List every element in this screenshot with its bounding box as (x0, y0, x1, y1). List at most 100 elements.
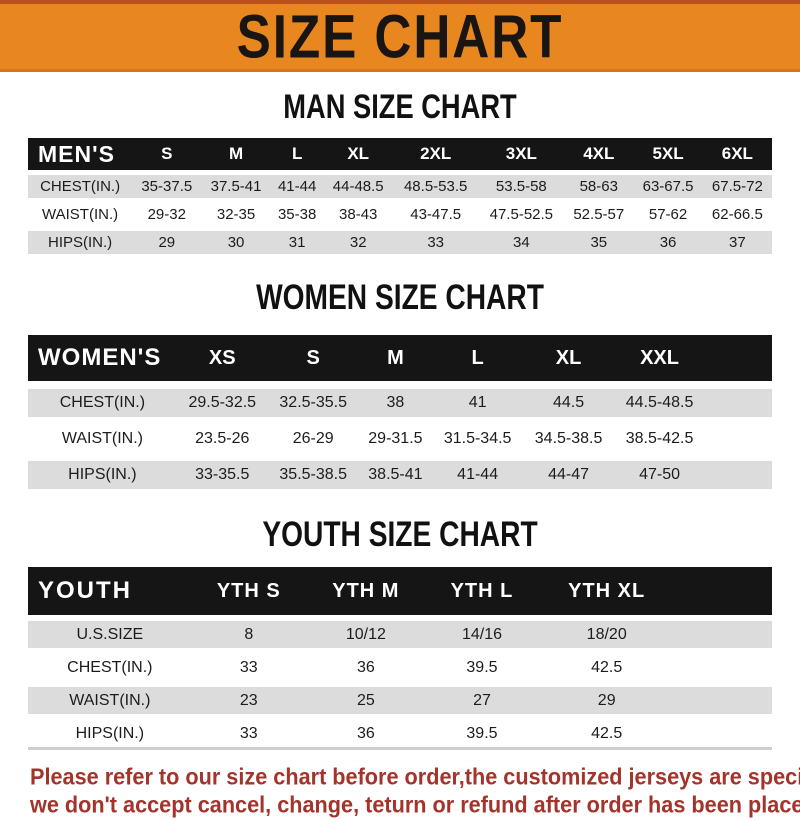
youth-cell-1-3: 42.5 (538, 648, 676, 684)
women-cell-1-1: 26-29 (267, 417, 359, 457)
women-column-header-4: XL (523, 335, 615, 385)
women-cell-2-1: 35.5-38.5 (267, 453, 359, 489)
women-cell-2-5: 47-50 (614, 453, 706, 489)
men-cell-0-4: 48.5-53.5 (392, 170, 479, 201)
youth-size-table: YOUTH YTH S YTH M YTH L YTH XL U.S.SIZE 8 10/1… (28, 567, 772, 750)
men-column-header-8: 6XL (702, 138, 772, 173)
men-row-label-0: CHEST(IN.) (28, 170, 133, 201)
men-table-row: WAIST(IN.) 29-32 32-35 35-38 38-43 43-47.5 47.… (28, 198, 772, 229)
youth-cell-2-0: 23 (191, 681, 306, 717)
order-notice: Please refer to our size chart before or… (0, 750, 800, 819)
women-cell-1-0: 23.5-26 (176, 417, 268, 457)
youth-cell-3-0: 33 (191, 714, 306, 749)
women-column-header-1: S (267, 335, 359, 385)
men-column-header-3: XL (323, 138, 393, 173)
youth-row-label-2: WAIST(IN.) (28, 681, 192, 717)
men-cell-0-6: 58-63 (564, 170, 634, 201)
size-chart-banner: SIZE CHART (0, 0, 800, 72)
men-row-label-1: WAIST(IN.) (28, 198, 133, 229)
youth-cell-2-3: 29 (538, 681, 676, 717)
men-cell-1-6: 52.5-57 (564, 198, 634, 229)
youth-cell-2-1: 25 (305, 681, 426, 717)
women-section-title: WOMEN SIZE CHART (256, 277, 544, 317)
women-column-header-2: M (358, 335, 433, 385)
youth-column-header-2: YTH L (425, 567, 539, 618)
youth-cell-1-1: 36 (305, 648, 426, 684)
women-cell-0-5: 44.5-48.5 (614, 381, 706, 421)
women-cell-0-3: 41 (432, 381, 524, 421)
men-row-label-2: HIPS(IN.) (28, 226, 133, 254)
men-cell-2-4: 33 (392, 226, 479, 254)
women-column-header-0: XS (176, 335, 268, 385)
women-row-label-1: WAIST(IN.) (28, 417, 177, 457)
youth-table-row: HIPS(IN.) 33 36 39.5 42.5 (28, 714, 772, 749)
banner-title: SIZE CHART (236, 2, 564, 71)
women-column-header-5: XXL (614, 335, 706, 385)
men-column-header-1: M (201, 138, 271, 173)
men-cell-1-5: 47.5-52.5 (478, 198, 565, 229)
youth-blank-cell (675, 615, 772, 651)
men-column-header-2: L (270, 138, 324, 173)
youth-cell-0-1: 10/12 (305, 615, 426, 651)
women-header-row: WOMEN'S XS S M L XL XXL (28, 335, 772, 385)
women-table-row: HIPS(IN.) 33-35.5 35.5-38.5 38.5-41 41-44 44-… (28, 453, 772, 489)
men-cell-1-3: 38-43 (323, 198, 393, 229)
men-cell-1-7: 57-62 (633, 198, 703, 229)
men-column-header-7: 5XL (633, 138, 703, 173)
women-cell-2-4: 44-47 (523, 453, 615, 489)
youth-cell-1-0: 33 (191, 648, 306, 684)
men-cell-0-3: 44-48.5 (323, 170, 393, 201)
women-blank-cell (705, 417, 772, 457)
men-cell-2-5: 34 (478, 226, 565, 254)
women-cell-1-4: 34.5-38.5 (523, 417, 615, 457)
youth-blank-cell (675, 714, 772, 749)
women-blank-cell (705, 453, 772, 489)
men-cell-2-7: 36 (633, 226, 703, 254)
youth-blank-header (675, 567, 772, 618)
women-column-header-3: L (432, 335, 524, 385)
men-cell-1-1: 32-35 (201, 198, 271, 229)
youth-row-label-1: CHEST(IN.) (28, 648, 192, 684)
men-cell-2-2: 31 (270, 226, 324, 254)
men-corner-label: MEN'S (28, 138, 133, 173)
youth-cell-3-3: 42.5 (538, 714, 676, 749)
men-cell-0-8: 67.5-72 (702, 170, 772, 201)
youth-table-row: CHEST(IN.) 33 36 39.5 42.5 (28, 648, 772, 684)
youth-column-header-3: YTH XL (538, 567, 676, 618)
women-cell-1-2: 29-31.5 (358, 417, 433, 457)
men-cell-2-1: 30 (201, 226, 271, 254)
youth-column-header-0: YTH S (191, 567, 306, 618)
men-header-row: MEN'S S M L XL 2XL 3XL 4XL 5XL 6XL (28, 138, 772, 173)
women-blank-header (705, 335, 772, 385)
order-notice-line-1: Please refer to our size chart before or… (30, 763, 800, 790)
women-row-label-0: CHEST(IN.) (28, 381, 177, 421)
men-cell-2-3: 32 (323, 226, 393, 254)
women-cell-1-3: 31.5-34.5 (432, 417, 524, 457)
men-cell-1-4: 43-47.5 (392, 198, 479, 229)
youth-cell-0-0: 8 (191, 615, 306, 651)
youth-table-row: U.S.SIZE 8 10/12 14/16 18/20 (28, 615, 772, 651)
women-cell-2-2: 38.5-41 (358, 453, 433, 489)
men-section-title: MAN SIZE CHART (283, 87, 517, 126)
youth-corner-label: YOUTH (28, 567, 192, 618)
youth-cell-2-2: 27 (425, 681, 539, 717)
women-row-label-2: HIPS(IN.) (28, 453, 177, 489)
women-cell-2-0: 33-35.5 (176, 453, 268, 489)
youth-cell-0-3: 18/20 (538, 615, 676, 651)
youth-row-label-3: HIPS(IN.) (28, 714, 192, 749)
youth-cell-3-1: 36 (305, 714, 426, 749)
youth-blank-cell (675, 681, 772, 717)
men-cell-2-0: 29 (132, 226, 202, 254)
women-cell-0-2: 38 (358, 381, 433, 421)
men-cell-0-5: 53.5-58 (478, 170, 565, 201)
men-column-header-4: 2XL (392, 138, 479, 173)
men-cell-0-0: 35-37.5 (132, 170, 202, 201)
men-cell-0-1: 37.5-41 (201, 170, 271, 201)
size-chart-content: MAN SIZE CHART MEN'S S M L XL 2XL 3XL 4XL 5XL 6XL… (0, 87, 800, 750)
women-corner-label: WOMEN'S (28, 335, 177, 385)
women-cell-0-1: 32.5-35.5 (267, 381, 359, 421)
men-size-section: MAN SIZE CHART MEN'S S M L XL 2XL 3XL 4XL 5XL 6XL… (28, 87, 772, 254)
youth-size-section: YOUTH SIZE CHART YOUTH YTH S YTH M YTH L YTH… (28, 514, 772, 750)
women-size-table: WOMEN'S XS S M L XL XXL CHEST(IN.) 29.5-32.5 32.… (28, 335, 772, 489)
youth-cell-3-2: 39.5 (425, 714, 539, 749)
